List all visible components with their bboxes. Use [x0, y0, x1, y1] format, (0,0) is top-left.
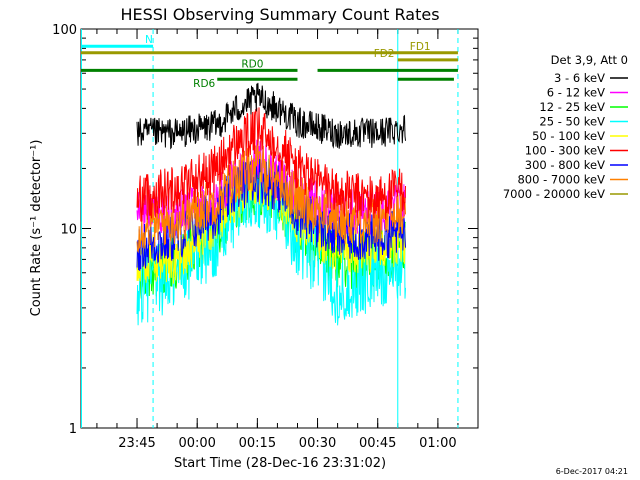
legend-entry: 12 - 25 keV — [539, 100, 605, 114]
annotation-label: N — [145, 34, 153, 46]
x-tick-label: 23:45 — [118, 436, 155, 451]
chart-title: HESSI Observing Summary Count Rates — [120, 5, 439, 24]
legend-entry: 100 - 300 keV — [525, 144, 605, 158]
legend-entry: 300 - 800 keV — [525, 158, 605, 172]
y-tick-label: 1 — [69, 422, 77, 437]
legend-entry: 50 - 100 keV — [532, 129, 605, 143]
x-tick-label: 00:15 — [239, 436, 276, 451]
annotation-label: RD0 — [241, 58, 263, 70]
x-tick-label: 00:30 — [299, 436, 336, 451]
y-tick-label: 100 — [52, 23, 77, 38]
x-axis-label: Start Time (28-Dec-16 23:31:02) — [174, 456, 386, 471]
annotation-label: FD2 — [374, 48, 395, 60]
y-axis-label: Count Rate (s⁻¹ detector⁻¹) — [29, 140, 44, 317]
series-line — [136, 140, 406, 254]
series-line — [136, 82, 406, 150]
legend-entry: 800 - 7000 keV — [517, 173, 605, 187]
x-tick-label: 01:00 — [419, 436, 456, 451]
legend-entry: 25 - 50 keV — [539, 115, 605, 129]
footer-timestamp: 6-Dec-2017 04:21 — [556, 467, 628, 476]
annotation-label: FD1 — [410, 41, 431, 53]
annotation-label: RD6 — [193, 78, 215, 90]
plot-area: 1 10 100 23:45 00:00 00:15 00:30 00:45 01:00 N FD1… — [52, 23, 479, 451]
legend-entry: 3 - 6 keV — [554, 71, 605, 85]
series-line — [136, 107, 406, 222]
legend-entry: 7000 - 20000 keV — [503, 187, 605, 201]
legend-header: Det 3,9, Att 0 — [551, 53, 628, 67]
y-tick-label: 10 — [60, 223, 77, 238]
legend-entry: 6 - 12 keV — [547, 86, 605, 100]
plot-frame — [80, 28, 479, 429]
x-tick-label: 00:00 — [178, 436, 215, 451]
x-tick-label: 00:45 — [359, 436, 396, 451]
